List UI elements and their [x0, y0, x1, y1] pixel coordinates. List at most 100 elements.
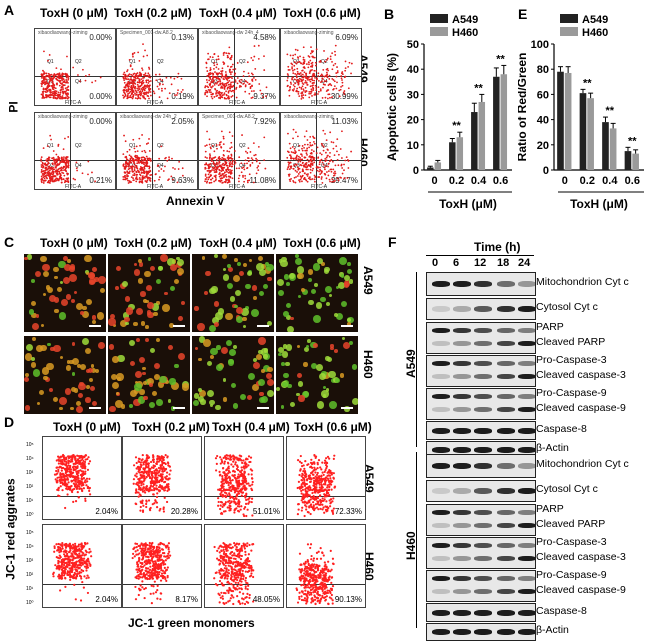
event-dot	[44, 163, 46, 165]
event-dot	[219, 161, 221, 163]
event-dot	[317, 93, 319, 95]
jc1-event-dot	[233, 500, 235, 502]
cell-spot	[287, 326, 294, 332]
event-dot	[67, 163, 69, 165]
event-dot	[136, 171, 138, 173]
event-dot	[123, 92, 125, 94]
event-dot	[324, 84, 326, 86]
cell-spot	[286, 282, 290, 286]
jc1-event-dot	[223, 457, 225, 459]
event-dot	[228, 92, 230, 94]
cell-spot	[324, 267, 330, 273]
panel-d-header-1: ToxH (0.2 μM)	[132, 420, 210, 434]
event-dot	[48, 173, 50, 175]
event-dot	[343, 164, 345, 166]
cell-spot	[25, 405, 30, 410]
event-dot	[63, 158, 65, 160]
jc1-event-dot	[228, 492, 230, 494]
event-dot	[55, 177, 57, 179]
jc1-event-dot	[54, 564, 56, 566]
jc1-event-dot	[333, 455, 335, 457]
event-dot	[147, 95, 149, 97]
legend-swatch-h460	[430, 27, 448, 36]
jc1-event-dot	[66, 493, 68, 495]
jc1-event-dot	[307, 500, 309, 502]
event-dot	[328, 78, 330, 80]
event-dot	[299, 181, 301, 183]
jc1-event-dot	[301, 509, 303, 511]
event-dot	[258, 83, 260, 85]
event-dot	[206, 131, 208, 133]
event-dot	[65, 82, 67, 84]
event-dot	[162, 83, 164, 85]
event-dot	[300, 159, 302, 161]
jc1-event-dot	[75, 479, 77, 481]
cell-spot	[223, 397, 228, 402]
cell-spot	[253, 362, 260, 369]
event-dot	[225, 52, 227, 54]
event-dot	[60, 161, 62, 163]
cell-spot	[308, 269, 314, 275]
event-dot	[95, 80, 97, 82]
event-dot	[211, 96, 213, 98]
event-dot	[210, 78, 212, 80]
jc1-event-dot	[229, 486, 231, 488]
event-dot	[223, 175, 225, 177]
event-dot	[65, 87, 67, 89]
cell-spot	[313, 315, 321, 323]
jc1-event-dot	[234, 474, 236, 476]
jc1-event-dot	[304, 460, 306, 462]
jc1-event-dot	[57, 470, 59, 472]
jc1-event-dot	[223, 479, 225, 481]
event-dot	[223, 143, 225, 145]
event-dot	[224, 164, 226, 166]
cell-spot	[303, 362, 307, 366]
jc1-event-dot	[247, 503, 249, 505]
event-dot	[161, 88, 163, 90]
event-dot	[128, 168, 130, 170]
event-dot	[146, 156, 148, 158]
event-dot	[296, 74, 298, 76]
cell-spot	[162, 304, 169, 311]
event-dot	[315, 85, 317, 87]
event-dot	[229, 171, 231, 173]
event-dot	[228, 46, 230, 48]
event-dot	[58, 164, 60, 166]
jc1-event-dot	[322, 506, 324, 508]
event-dot	[290, 156, 292, 158]
jc1-event-dot	[79, 482, 81, 484]
jc1-event-dot	[303, 478, 305, 480]
event-dot	[329, 156, 331, 158]
event-dot	[319, 160, 321, 162]
cell-spot	[340, 373, 345, 378]
event-dot	[331, 141, 333, 143]
event-dot	[40, 158, 42, 160]
cell-spot	[216, 345, 220, 349]
event-dot	[224, 171, 226, 173]
event-dot	[347, 66, 349, 68]
event-dot	[310, 169, 312, 171]
event-dot	[132, 177, 134, 179]
event-dot	[154, 92, 156, 94]
cell-spot	[53, 267, 59, 273]
event-dot	[320, 88, 322, 90]
jc1-event-dot	[243, 515, 245, 517]
event-dot	[211, 160, 213, 162]
event-dot	[209, 182, 211, 184]
jc1-event-dot	[76, 467, 78, 469]
jc1-event-dot	[315, 457, 317, 459]
event-dot	[334, 63, 336, 65]
cell-spot	[205, 271, 210, 276]
jc1-event-dot	[239, 454, 241, 456]
jc1-event-dot	[320, 478, 322, 480]
event-dot	[131, 157, 133, 159]
event-dot	[290, 55, 292, 57]
event-dot	[310, 172, 312, 174]
event-dot	[146, 180, 148, 182]
event-dot	[52, 88, 54, 90]
event-dot	[214, 171, 216, 173]
event-dot	[53, 168, 55, 170]
event-dot	[337, 159, 339, 161]
event-dot	[157, 86, 159, 88]
event-dot	[294, 54, 296, 56]
